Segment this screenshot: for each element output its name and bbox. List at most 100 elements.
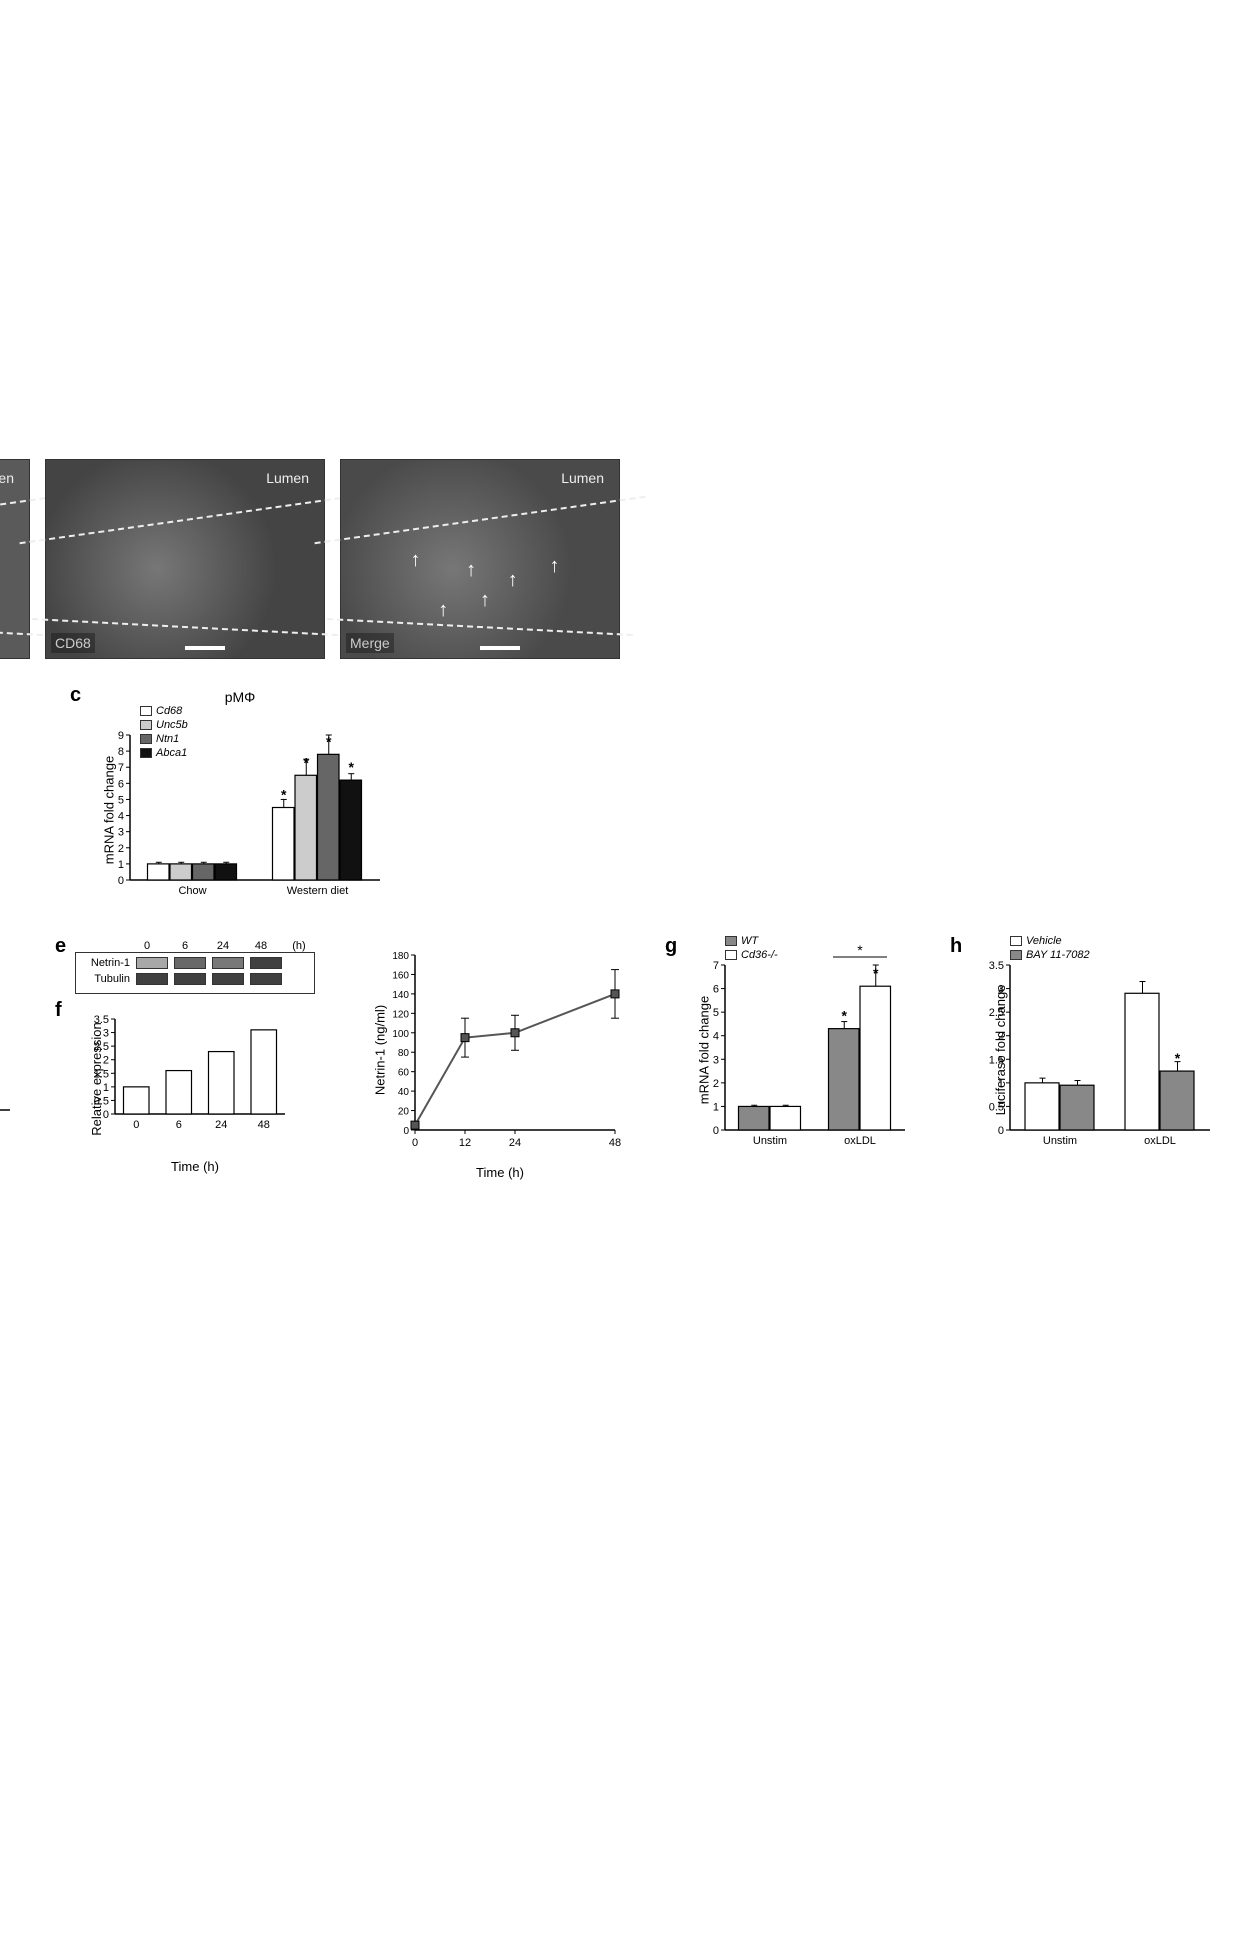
svg-text:2: 2	[118, 843, 124, 855]
panel-c-ylabel: mRNA fold change	[102, 756, 117, 864]
legend-item: WT	[725, 935, 778, 947]
svg-text:oxLDL: oxLDL	[1144, 1135, 1176, 1147]
panel-line-ylabel: Netrin-1 (ng/ml)	[373, 1005, 388, 1095]
micro-caption: CD68	[51, 633, 95, 653]
svg-text:12: 12	[459, 1137, 471, 1149]
svg-text:6: 6	[176, 1119, 182, 1131]
lumen-label: Lumen	[0, 470, 14, 486]
svg-text:9: 9	[118, 730, 124, 742]
svg-text:0: 0	[412, 1137, 418, 1149]
svg-text:*: *	[842, 1008, 848, 1024]
svg-text:5: 5	[118, 794, 124, 806]
panel-c-title: pMΦ	[90, 689, 390, 705]
svg-text:4: 4	[713, 1031, 719, 1043]
panel-h: h Luciferase fold change VehicleBAY 11-7…	[970, 940, 1220, 1160]
svg-text:6: 6	[713, 984, 719, 996]
svg-text:3.5: 3.5	[989, 960, 1004, 972]
panel-e: e 062448(h)Netrin-1Tubulin	[75, 940, 315, 994]
svg-text:0: 0	[403, 1126, 409, 1137]
wb-header: 062448(h)	[131, 940, 315, 952]
svg-text:0: 0	[118, 875, 124, 887]
svg-text:24: 24	[215, 1119, 227, 1131]
panel-g-label: g	[665, 935, 677, 958]
svg-text:8: 8	[118, 746, 124, 758]
legend-item: Cd36-/-	[725, 949, 778, 961]
wb-lane	[250, 973, 282, 985]
wb-lane	[212, 957, 244, 969]
svg-text:1: 1	[118, 859, 124, 871]
svg-text:0: 0	[713, 1125, 719, 1137]
panel-e-label: e	[55, 935, 66, 958]
wb-lane	[174, 973, 206, 985]
panel-a: a Lumen Netrin-1 Lumen CD68 Lumen Merge …	[0, 459, 620, 659]
wb-lane	[136, 973, 168, 985]
arrow-icon: ↑	[438, 599, 448, 622]
figure-title: Figure 1	[0, 418, 1240, 439]
svg-text:3: 3	[713, 1054, 719, 1066]
row-a: a Lumen Netrin-1 Lumen CD68 Lumen Merge …	[0, 459, 1240, 659]
svg-text:0: 0	[133, 1119, 139, 1131]
svg-text:*: *	[349, 759, 355, 775]
panel-f-xlabel: Time (h)	[75, 1159, 315, 1174]
micrograph-0: Lumen Netrin-1	[0, 459, 30, 659]
lumen-label: Lumen	[266, 470, 309, 486]
panel-g: g mRNA fold change WTCd36-/- 01234567Uns…	[685, 940, 915, 1160]
svg-text:5: 5	[713, 1007, 719, 1019]
panel-f-label: f	[55, 999, 62, 1022]
svg-text:48: 48	[609, 1137, 621, 1149]
svg-text:160: 160	[392, 970, 409, 981]
svg-text:Unstim: Unstim	[753, 1135, 787, 1147]
micro-caption: Merge	[346, 633, 394, 653]
svg-text:140: 140	[392, 990, 409, 1001]
legend-item: Unc5b	[140, 719, 188, 731]
wb-lane	[250, 957, 282, 969]
wb-row: Netrin-1	[80, 957, 310, 969]
legend-item: BAY 11-7082	[1010, 949, 1090, 961]
svg-text:*: *	[326, 733, 332, 749]
svg-text:7: 7	[118, 762, 124, 774]
arrow-icon: ↑	[550, 555, 560, 578]
panel-c: c pMΦ mRNA fold change Cd68Unc5bNtn1Abca…	[90, 689, 390, 910]
panel-f-ylabel: Relative expression	[89, 1022, 104, 1135]
arrow-icon: ↑	[480, 589, 490, 612]
micrograph-2: Lumen Merge ↑↑↑↑↑↑	[340, 459, 620, 659]
legend-item: Ntn1	[140, 733, 188, 745]
panel-h-label: h	[950, 935, 962, 958]
svg-text:48: 48	[258, 1119, 270, 1131]
arrow-icon: ↑	[508, 569, 518, 592]
panel-d-xlabel: Time (h)	[0, 1145, 20, 1160]
svg-text:80: 80	[398, 1048, 410, 1059]
svg-text:4: 4	[118, 811, 124, 823]
panel-line: Netrin-1 (ng/ml) 02040608010012014016018…	[370, 940, 630, 1180]
wb-lane	[136, 957, 168, 969]
wb-label: Netrin-1	[80, 957, 130, 969]
scale-bar	[185, 646, 225, 650]
panel-d: d mRNA fold change Ntn1Unc5b 012345670**…	[0, 940, 20, 1160]
arrow-icon: ↑	[466, 559, 476, 582]
svg-text:Western diet: Western diet	[287, 885, 349, 897]
svg-text:*: *	[281, 787, 287, 803]
svg-text:Unstim: Unstim	[1043, 1135, 1077, 1147]
svg-text:3: 3	[118, 827, 124, 839]
legend-item: Cd68	[140, 705, 188, 717]
svg-text:24: 24	[509, 1137, 521, 1149]
legend-item: Vehicle	[1010, 935, 1090, 947]
wb-row: Tubulin	[80, 973, 310, 985]
svg-text:1: 1	[713, 1101, 719, 1113]
scale-bar	[480, 646, 520, 650]
svg-text:0: 0	[998, 1125, 1004, 1137]
svg-text:100: 100	[392, 1029, 409, 1040]
micrograph-1: Lumen CD68	[45, 459, 325, 659]
svg-text:*: *	[304, 754, 310, 770]
panel-c-label: c	[70, 684, 81, 707]
svg-text:*: *	[857, 942, 863, 958]
wb-lane	[174, 957, 206, 969]
lumen-label: Lumen	[561, 470, 604, 486]
row-defgh: d mRNA fold change Ntn1Unc5b 012345670**…	[0, 940, 1240, 1180]
svg-text:oxLDL: oxLDL	[844, 1135, 876, 1147]
svg-text:*: *	[1175, 1050, 1181, 1066]
svg-text:40: 40	[398, 1087, 410, 1098]
svg-text:180: 180	[392, 951, 409, 962]
arrow-icon: ↑	[411, 549, 421, 572]
svg-text:120: 120	[392, 1009, 409, 1020]
